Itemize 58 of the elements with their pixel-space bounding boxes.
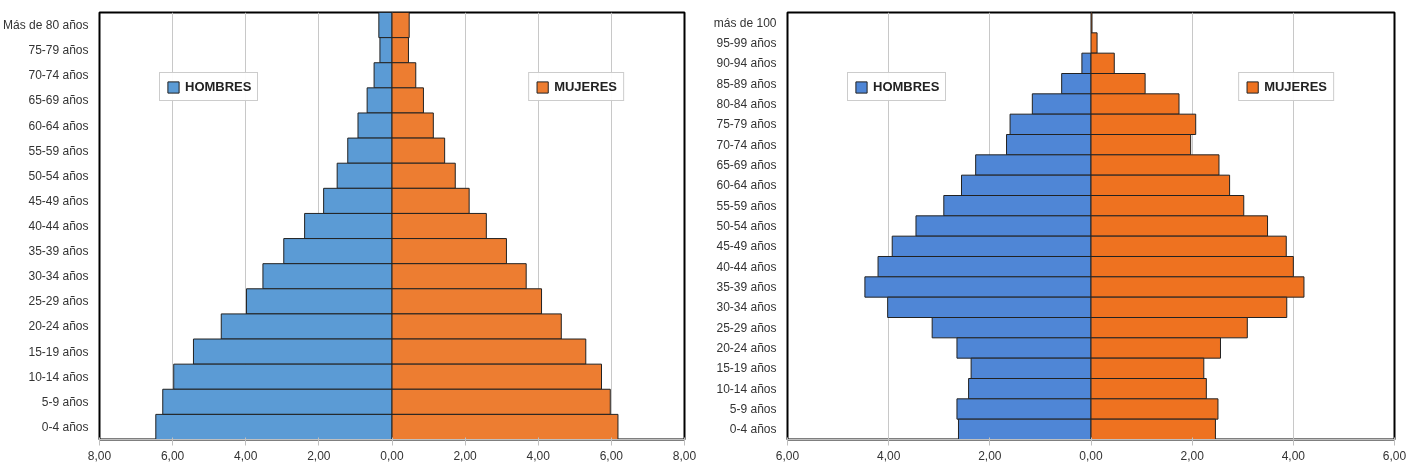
y-tick-label: 25-29 años [28, 294, 89, 309]
x-tick-label: 4,00 [876, 448, 901, 463]
y-tick-label: 5-9 años [41, 394, 89, 409]
y-tick-label: 50-54 años [28, 168, 89, 183]
legend-label: MUJERES [554, 79, 617, 94]
y-tick-label: 55-59 años [28, 143, 89, 158]
x-tick-label: 6,00 [599, 448, 624, 463]
y-tick-label: 50-54 años [716, 219, 777, 233]
y-tick-label: 15-19 años [716, 361, 777, 376]
y-tick-label: 45-49 años [716, 239, 777, 254]
y-tick-label: 65-69 años [716, 158, 777, 172]
y-tick-label: 65-69 años [28, 93, 89, 108]
y-tick-label: 10-14 años [28, 369, 89, 384]
y-tick-label: 60-64 años [716, 178, 777, 193]
y-tick-label: 35-39 años [716, 280, 777, 294]
x-tick-label: 0,00 [380, 448, 404, 463]
y-tick-label: 30-34 años [28, 269, 89, 284]
y-tick-label: más de 100 [713, 15, 777, 30]
y-tick-label: 10-14 años [716, 381, 777, 396]
y-tick-label: 5-9 años [729, 402, 777, 416]
x-tick-label: 0,00 [1079, 448, 1103, 463]
x-tick-label: 4,00 [526, 448, 551, 463]
y-tick-label: 45-49 años [28, 193, 89, 208]
x-tick-label: 8,00 [672, 448, 697, 463]
x-tick-label: 2,00 [307, 448, 331, 463]
x-tick-label: 2,00 [453, 448, 478, 463]
x-tick-label: 6,00 [160, 448, 185, 463]
y-tick-label: 30-34 años [716, 300, 777, 315]
y-tick-label: 35-39 años [28, 244, 89, 259]
y-tick-label: 25-29 años [716, 320, 777, 335]
x-tick-label: 2,00 [978, 448, 1002, 463]
y-tick-label: 55-59 años [716, 198, 777, 213]
x-tick-label: 2,00 [1180, 448, 1205, 463]
x-tick-label: 6,00 [775, 448, 800, 463]
y-tick-label: 0-4 años [729, 422, 777, 437]
legend-label: MUJERES [1264, 79, 1327, 94]
y-tick-label: 20-24 años [28, 319, 89, 334]
x-tick-label: 6,00 [1382, 448, 1407, 463]
y-tick-label: Más de 80 años [3, 18, 89, 33]
y-tick-label: 0-4 años [41, 419, 89, 434]
y-tick-label: 95-99 años [716, 36, 777, 50]
y-tick-label: 70-74 años [28, 68, 89, 83]
y-tick-label: 20-24 años [716, 341, 777, 355]
y-tick-label: 80-84 años [716, 97, 777, 111]
y-tick-label: 75-79 años [716, 117, 777, 132]
y-tick-label: 90-94 años [716, 56, 777, 71]
legend-label: HOMBRES [185, 79, 252, 94]
y-tick-label: 75-79 años [28, 43, 89, 58]
y-tick-label: 15-19 años [28, 344, 89, 359]
x-tick-label: 4,00 [1281, 448, 1306, 463]
x-tick-label: 8,00 [87, 448, 112, 463]
y-tick-label: 40-44 años [28, 219, 89, 233]
y-tick-label: 70-74 años [716, 137, 777, 152]
legend-label: HOMBRES [873, 79, 940, 94]
y-tick-label: 60-64 años [28, 118, 89, 133]
y-tick-label: 85-89 años [716, 76, 777, 91]
y-tick-label: 40-44 años [716, 259, 777, 274]
x-tick-label: 4,00 [234, 448, 258, 463]
